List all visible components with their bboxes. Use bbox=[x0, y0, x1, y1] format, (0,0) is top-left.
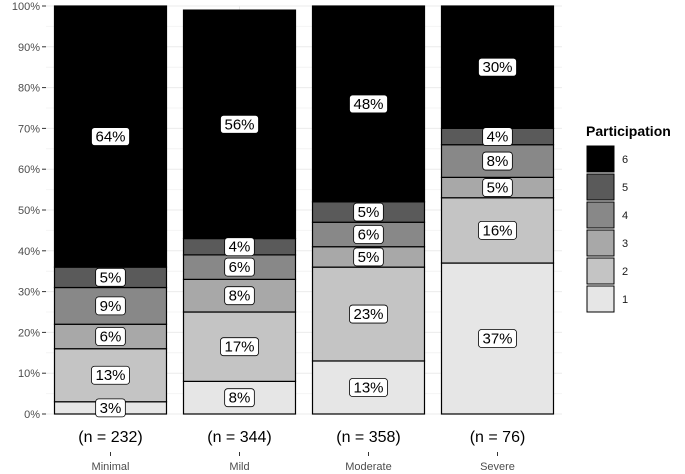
data-label: 17% bbox=[224, 339, 254, 356]
legend-key bbox=[586, 145, 615, 173]
data-label-box bbox=[224, 257, 255, 277]
data-label-box bbox=[224, 286, 255, 306]
data-label: 56% bbox=[224, 116, 254, 133]
data-label-box bbox=[349, 378, 388, 397]
data-label: 23% bbox=[353, 306, 383, 323]
data-label: 37% bbox=[482, 331, 512, 348]
data-label: 4% bbox=[487, 129, 509, 146]
data-label: 16% bbox=[482, 222, 512, 239]
data-label: 5% bbox=[358, 204, 380, 221]
data-label-box bbox=[91, 127, 130, 146]
legend-label: 1 bbox=[622, 294, 628, 306]
data-label-box bbox=[224, 388, 255, 408]
y-tick-label: 70% bbox=[18, 123, 40, 135]
data-label-box bbox=[224, 237, 255, 257]
data-label-box bbox=[95, 296, 126, 316]
data-label: 8% bbox=[229, 288, 251, 305]
data-label-box bbox=[220, 337, 259, 357]
legend-label: 3 bbox=[622, 238, 628, 250]
legend-key bbox=[586, 201, 615, 229]
y-tick-label: 60% bbox=[18, 164, 40, 176]
y-tick-label: 10% bbox=[18, 368, 40, 380]
data-label-box bbox=[95, 327, 126, 346]
data-label: 48% bbox=[353, 96, 383, 113]
data-label-box bbox=[349, 94, 388, 114]
data-label-box bbox=[353, 225, 384, 244]
x-tick-label: Moderate bbox=[345, 461, 391, 473]
data-label-box bbox=[482, 178, 513, 197]
y-tick-label: 50% bbox=[18, 205, 40, 217]
data-label-box bbox=[220, 114, 259, 134]
data-label: 9% bbox=[100, 298, 122, 315]
data-label: 13% bbox=[353, 379, 383, 396]
data-label: 5% bbox=[358, 249, 380, 266]
data-label: 8% bbox=[229, 390, 251, 407]
data-label: 13% bbox=[95, 367, 125, 384]
bar-stack-mild: 8% 17% 8% 6% 4% 56% bbox=[182, 9, 297, 415]
data-label-box bbox=[95, 398, 126, 418]
data-label: 3% bbox=[100, 400, 122, 417]
n-count-label: (n = 358) bbox=[336, 429, 400, 446]
data-label: 5% bbox=[487, 180, 509, 197]
legend-label: 6 bbox=[622, 154, 628, 166]
data-label-box bbox=[91, 365, 130, 385]
data-label-box bbox=[349, 304, 388, 324]
bar-stack-severe: 37% 16% 5% 8% 4% 30% bbox=[440, 5, 555, 415]
legend: Participation 6 5 4 3 2 1 bbox=[586, 123, 671, 313]
bar-segment bbox=[311, 5, 426, 203]
data-label: 6% bbox=[229, 259, 251, 276]
y-tick-label: 100% bbox=[12, 1, 40, 13]
y-tick-label: 40% bbox=[18, 246, 40, 258]
x-tick-label: Minimal bbox=[92, 461, 130, 473]
bar-stack-minimal: 3% 13% 6% 9% 5% 64% bbox=[53, 5, 168, 418]
data-label: 4% bbox=[229, 239, 251, 256]
data-label-box bbox=[95, 267, 126, 287]
data-label: 6% bbox=[100, 328, 122, 345]
data-label-box bbox=[478, 220, 517, 240]
y-tick-label: 90% bbox=[18, 42, 40, 54]
x-tick-label: Severe bbox=[480, 461, 515, 473]
data-label: 8% bbox=[487, 153, 509, 170]
y-tick-label: 30% bbox=[18, 287, 40, 299]
data-label: 30% bbox=[482, 59, 512, 76]
legend-label: 4 bbox=[622, 210, 628, 222]
n-count-label: (n = 344) bbox=[207, 429, 271, 446]
x-tick-label: Mild bbox=[229, 461, 249, 473]
legend-title: Participation bbox=[586, 123, 671, 139]
data-label: 64% bbox=[95, 129, 125, 146]
n-count-label: (n = 76) bbox=[470, 429, 526, 446]
legend-key bbox=[586, 173, 615, 201]
legend-label: 5 bbox=[622, 182, 628, 194]
legend-key bbox=[586, 285, 615, 313]
legend-key bbox=[586, 229, 615, 257]
data-label-box bbox=[478, 57, 517, 77]
data-label-box bbox=[353, 247, 384, 267]
legend-label: 2 bbox=[622, 266, 628, 278]
data-label-box bbox=[482, 127, 513, 146]
data-label: 6% bbox=[358, 226, 380, 243]
y-tick-label: 80% bbox=[18, 83, 40, 95]
legend-key bbox=[586, 257, 615, 285]
bar-stack-moderate: 13% 23% 5% 6% 5% 48% bbox=[311, 5, 426, 415]
data-label: 5% bbox=[100, 269, 122, 286]
data-label-box bbox=[353, 202, 384, 222]
y-tick-label: 20% bbox=[18, 327, 40, 339]
data-label-box bbox=[482, 151, 513, 171]
data-label-box bbox=[478, 329, 517, 348]
n-count-label: (n = 232) bbox=[78, 429, 142, 446]
y-tick-label: 0% bbox=[24, 409, 40, 421]
